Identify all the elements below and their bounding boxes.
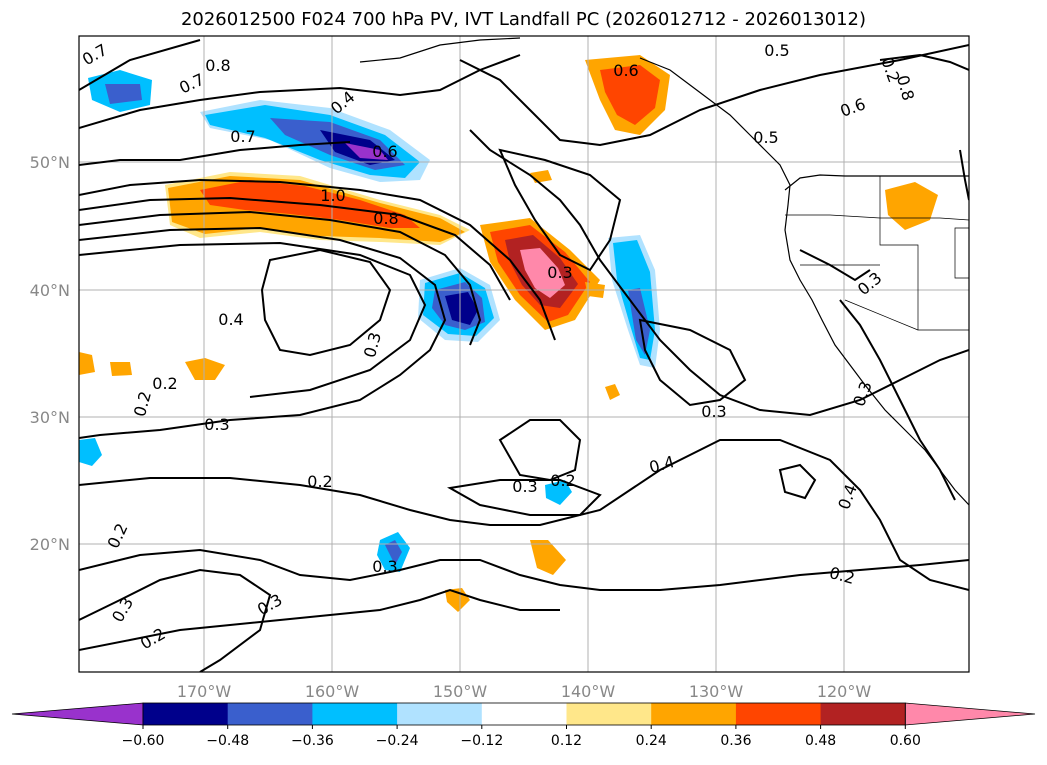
map-plot-area <box>79 36 969 672</box>
colorbar-tick-label: 0.24 <box>636 733 667 749</box>
lon-tick-label: 170°W <box>177 682 232 701</box>
contour-label: 0.2 <box>152 374 177 393</box>
colorbar-tick-label: 0.60 <box>890 733 921 749</box>
colorbar-extend-high <box>904 702 1036 726</box>
contour-label: 0.3 <box>372 557 397 576</box>
contour-label: 0.3 <box>701 402 726 421</box>
colorbar-tick-label: 0.12 <box>551 733 582 749</box>
lat-tick-label: 30°N <box>30 408 70 427</box>
contour-label: 0.3 <box>512 477 537 496</box>
contour-label: 0.8 <box>373 209 398 228</box>
contour-label: 0.6 <box>372 142 397 161</box>
lon-tick-label: 120°W <box>817 682 872 701</box>
lat-tick-label: 40°N <box>30 281 70 300</box>
colorbar-tick-label: −0.60 <box>122 733 165 749</box>
colorbar-tick-label: −0.12 <box>460 733 503 749</box>
colorbar-swatch <box>481 703 567 725</box>
colorbar-extend-low <box>11 702 144 726</box>
lon-tick-label: 150°W <box>433 682 488 701</box>
lon-axis: 170°W 160°W 150°W 140°W 130°W 120°W <box>177 682 872 701</box>
colorbar-frame <box>142 702 906 726</box>
lon-tick-label: 160°W <box>305 682 360 701</box>
colorbar-swatch <box>312 703 398 725</box>
lat-axis: 50°N 40°N 30°N 20°N <box>30 153 70 554</box>
shaded-field <box>79 55 938 612</box>
colorbar-swatch <box>397 703 483 725</box>
colorbar-tick-label: 0.48 <box>805 733 836 749</box>
colorbar-swatch <box>651 703 737 725</box>
colorbar-swatch <box>227 703 313 725</box>
colorbar-tick-label: −0.24 <box>376 733 419 749</box>
contour-label: 0.5 <box>753 128 778 147</box>
colorbar-tick-label: −0.36 <box>291 733 334 749</box>
colorbar-swatch <box>735 703 822 725</box>
colorbar-tick-label: 0.36 <box>720 733 751 749</box>
contour-label: 0.7 <box>230 127 255 146</box>
contour-label: 1.0 <box>320 186 345 205</box>
lon-tick-label: 140°W <box>561 682 616 701</box>
graticule <box>79 36 969 672</box>
map-frame <box>78 35 970 673</box>
map-title: 2026012500 F024 700 hPa PV, IVT Landfall… <box>180 9 867 30</box>
contour-label: 0.4 <box>218 310 243 329</box>
colorbar: −0.60 −0.48 −0.36 −0.24 −0.12 0.12 0.24 0.36 0.4… <box>11 702 1036 749</box>
contour-label: 0.3 <box>204 415 229 434</box>
colorbar-swatch <box>566 703 652 725</box>
colorbar-swatch <box>143 703 229 725</box>
contour-label: 0.3 <box>547 263 572 282</box>
contour-label: 0.5 <box>764 41 789 60</box>
colorbar-swatch <box>820 703 906 725</box>
coastline <box>359 37 969 506</box>
contour-label: 0.8 <box>205 56 230 75</box>
contour-label: 0.2 <box>550 471 575 490</box>
lat-tick-label: 50°N <box>30 153 70 172</box>
pv-contours <box>79 39 969 672</box>
lon-tick-label: 130°W <box>689 682 744 701</box>
contour-label: 0.6 <box>613 61 638 80</box>
lat-tick-label: 20°N <box>30 535 70 554</box>
colorbar-tick-label: −0.48 <box>206 733 249 749</box>
contour-label: 0.2 <box>307 472 332 491</box>
